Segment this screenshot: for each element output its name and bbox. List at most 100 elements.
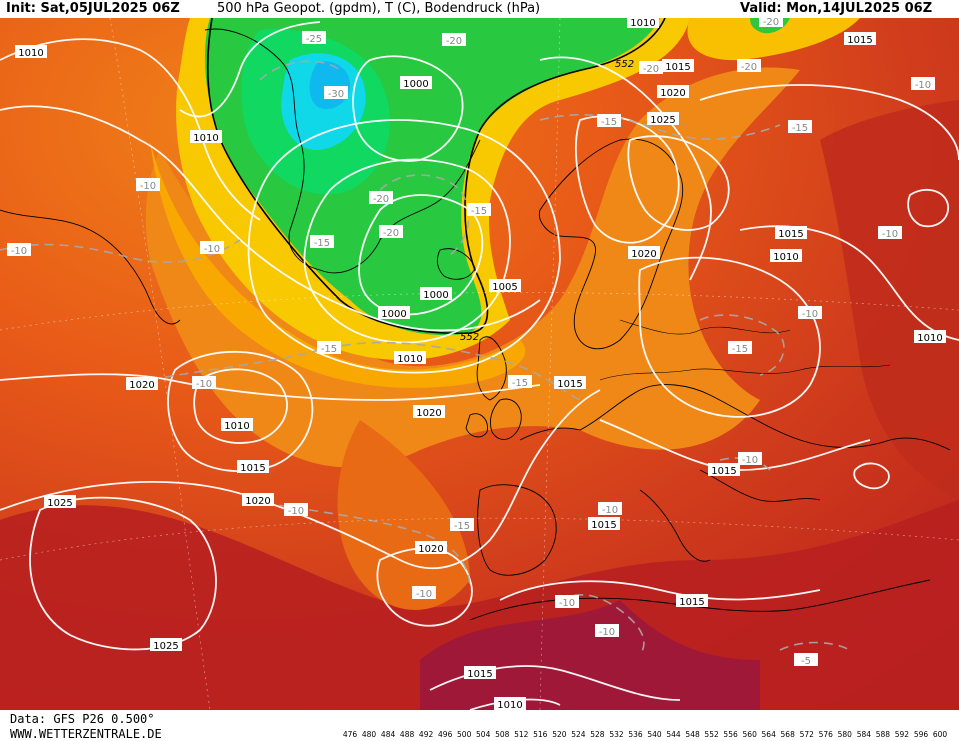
pressure-label: 1015 — [662, 59, 694, 73]
temperature-label-text: -10 — [742, 455, 758, 466]
scale-value-label: 544 — [666, 730, 681, 739]
temperature-label: -10 — [192, 376, 216, 390]
pressure-label-text: 1015 — [240, 463, 265, 474]
temperature-label-text: -10 — [559, 598, 575, 609]
temperature-label-text: -20 — [741, 62, 757, 73]
map-title: 500 hPa Geopot. (gpdm), T (C), Bodendruc… — [217, 1, 541, 16]
pressure-label: 1000 — [378, 306, 410, 320]
geopotential-label: 552 — [460, 332, 479, 343]
scale-value-label: 540 — [647, 730, 662, 739]
scale-value-label: 488 — [399, 730, 415, 739]
scale-value-label: 504 — [476, 730, 491, 739]
africa-coast — [469, 579, 931, 621]
temperature-label: -15 — [317, 341, 341, 355]
pressure-label: 1015 — [708, 463, 740, 477]
temperature-label: -15 — [728, 341, 752, 355]
scale-value-label: 576 — [818, 730, 833, 739]
temperature-label-text: -30 — [328, 89, 344, 100]
scale-value-label: 532 — [609, 730, 624, 739]
temperature-label-text: -15 — [732, 344, 748, 355]
temperature-label: -20 — [442, 33, 466, 47]
data-source: Data: GFS P26 0.500° — [10, 712, 155, 726]
temperature-label: -5 — [794, 653, 818, 667]
isobars — [0, 21, 959, 710]
temperature-label: -15 — [310, 235, 334, 249]
pressure-label-text: 1010 — [193, 133, 218, 144]
isobar-1000-iceland — [358, 194, 484, 316]
scale-value-label: 556 — [723, 730, 738, 739]
pressure-label: 1020 — [628, 246, 660, 260]
pressure-label-text: 1010 — [18, 48, 43, 59]
temperature-label: -20 — [639, 61, 663, 75]
pressure-label-text: 1015 — [467, 669, 492, 680]
temperature-label: -10 — [598, 502, 622, 516]
isotherm-15-centraleu — [699, 314, 785, 376]
isotherm-10-atl — [249, 499, 471, 591]
pressure-label-layer: 1010 1010 1000 1010 1015 1015 1020 1025 … — [15, 18, 946, 711]
isobar-1005-iceland — [303, 158, 511, 344]
scale-value-label: 516 — [533, 730, 548, 739]
scale-value-label: 524 — [571, 730, 586, 739]
pressure-label: 1015 — [554, 376, 586, 390]
italy-coast — [639, 489, 711, 562]
valid-time: Valid: Mon,14JUL2025 06Z — [740, 1, 933, 16]
scale-value-label: 564 — [761, 730, 776, 739]
pressure-label: 1020 — [657, 85, 689, 99]
isobar-1015-nw — [0, 105, 541, 332]
pressure-label-text: 1020 — [660, 88, 685, 99]
pressure-label-text: 1010 — [224, 421, 249, 432]
temperature-label: -20 — [369, 191, 393, 205]
pressure-label-text: 1015 — [679, 597, 704, 608]
temperature-label-text: -10 — [882, 229, 898, 240]
scale-value-label: 560 — [742, 730, 757, 739]
grid-lon-2 — [539, 18, 561, 710]
pressure-label: 1010 — [221, 418, 253, 432]
scale-value-label: 480 — [361, 730, 377, 739]
pressure-label-text: 1010 — [917, 333, 942, 344]
temperature-label: -20 — [759, 18, 783, 28]
map-header: Init: Sat,05JUL2025 06Z 500 hPa Geopot. … — [0, 0, 959, 18]
field-ne-yellow — [687, 18, 860, 61]
temperature-label: -15 — [788, 120, 812, 134]
grid-lon-1 — [109, 18, 211, 710]
scotland-coast — [476, 336, 507, 401]
scale-value-label: 588 — [875, 730, 891, 739]
grid-lat-2 — [0, 292, 959, 331]
scale-value-label: 496 — [438, 730, 453, 739]
isobar-1025-sw — [29, 496, 217, 651]
map-footer: Data: GFS P26 0.500° WWW.WETTERZENTRALE.… — [0, 710, 959, 741]
pressure-label: 1025 — [647, 112, 679, 126]
temperature-label-text: -10 — [915, 80, 931, 91]
pressure-label: 1010 — [15, 45, 47, 59]
pressure-label-text: 1000 — [423, 290, 448, 301]
pressure-label-text: 1015 — [665, 62, 690, 73]
temperature-label: -10 — [595, 624, 619, 638]
greenland-coast — [204, 28, 481, 274]
pressure-label: 1025 — [44, 495, 76, 509]
pressure-label: 1015 — [844, 32, 876, 46]
isotherm-15-scand — [539, 114, 781, 140]
temperature-label: -10 — [200, 241, 224, 255]
isotherm-10-balkan — [719, 457, 771, 471]
scale-value-label: 568 — [780, 730, 795, 739]
temperature-label: -15 — [508, 375, 532, 389]
pressure-label: 1000 — [400, 76, 432, 90]
pressure-label: 1010 — [494, 697, 526, 711]
contour-552 — [207, 18, 666, 335]
pressure-label-text: 1000 — [381, 309, 406, 320]
isobar-1010-greenland — [179, 21, 321, 118]
temperature-label-text: -15 — [314, 238, 330, 249]
isobar-1010-lowatl — [193, 368, 288, 444]
pressure-label: 1020 — [415, 541, 447, 555]
temperature-label: -10 — [412, 586, 436, 600]
temperature-label-text: -10 — [602, 505, 618, 516]
pressure-label-text: 1010 — [497, 700, 522, 711]
temperature-label-text: -10 — [196, 379, 212, 390]
pressure-label-text: 1005 — [492, 282, 517, 293]
temperature-label-text: -10 — [802, 309, 818, 320]
isobar-1020-atl — [0, 373, 541, 401]
temperature-label-text: -15 — [454, 521, 470, 532]
isobar-1010-iceland — [247, 119, 561, 374]
pressure-label: 1020 — [242, 493, 274, 507]
